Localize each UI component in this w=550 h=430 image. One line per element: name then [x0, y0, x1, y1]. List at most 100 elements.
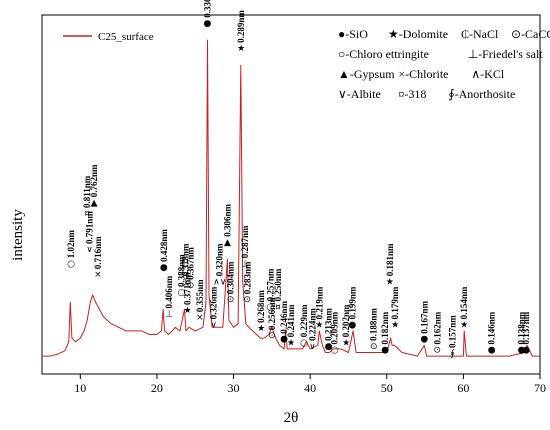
peak-label: ★0.219nm: [314, 286, 324, 330]
peak-symbol: ¤: [84, 209, 90, 219]
peak-symbol: ⊙: [244, 295, 252, 305]
peak-d-spacing: 0.213nm: [324, 308, 334, 341]
peak-label: ×0.355nm: [195, 279, 205, 323]
x-tick-label: 20: [151, 381, 163, 395]
peak-symbol: ∮: [450, 349, 455, 359]
peak-label: ∮0.157nm: [448, 315, 458, 359]
peak-d-spacing: 0.188nm: [369, 308, 379, 341]
peak-symbol: ∨: [86, 245, 93, 255]
peak-d-spacing: 0.182nm: [380, 311, 390, 344]
peak-label: ▲0.762nm: [89, 164, 99, 208]
peak-symbol: ★: [386, 277, 394, 287]
peak-d-spacing: 0.287nm: [240, 225, 250, 258]
peak-label: ●0.146nm: [487, 311, 497, 355]
peak-symbol: ⊙: [268, 331, 276, 341]
peak-d-spacing: 0.224nm: [307, 308, 317, 341]
peak-label: ∧∨0.320nm: [213, 243, 226, 287]
peak-symbol: ★: [257, 324, 265, 334]
peak-label: ★0.181nm: [385, 243, 395, 287]
key-entry: ★-Dolomite: [388, 27, 448, 41]
peak-label: ★0.241nm: [286, 304, 296, 348]
peak-d-spacing: 0.250nm: [273, 268, 283, 301]
peak-label: ★0.154nm: [459, 286, 469, 330]
peak-label: ⊥0.287nm: [240, 225, 250, 269]
peak-symbol: ●: [522, 345, 530, 355]
peak-d-spacing: 0.229nm: [299, 304, 309, 337]
peak-d-spacing: 0.199nm: [347, 286, 357, 319]
peak-d-spacing: 0.202nm: [341, 304, 351, 337]
peak-symbol: ▲: [224, 238, 231, 248]
peak-label: ●0.428nm: [159, 229, 169, 273]
peak-label: ⊙0.256nm: [267, 297, 277, 341]
peak-d-spacing: 0.320nm: [215, 243, 225, 276]
peak-symbol: ⊙: [434, 345, 442, 355]
peak-d-spacing: 0.162nm: [432, 311, 442, 344]
peak-label: ★0.371nm: [183, 272, 193, 316]
peak-d-spacing: 0.388nm: [176, 254, 186, 287]
peak-d-spacing: 0.326nm: [209, 286, 219, 319]
peak-label: ○0.257nm: [265, 268, 275, 312]
peak-d-spacing: 0.289nm: [236, 10, 246, 43]
key-entry: ×-Chlorite: [398, 67, 448, 81]
key-entry: ₵-NaCl: [461, 27, 499, 41]
peak-d-spacing: 0.306nm: [222, 204, 232, 237]
peak-d-spacing: 0.219nm: [314, 286, 324, 319]
peak-label: ¤0.811nm: [82, 175, 92, 219]
peak-symbol: ●: [488, 345, 496, 355]
x-axis: 10 20 30 40 50 60 70: [74, 374, 546, 395]
legend: C25_surface: [63, 31, 154, 43]
peak-symbol: ×: [196, 313, 204, 323]
peak-label: ⊙0.283nm: [242, 261, 252, 305]
peak-label: ×0.716nm: [93, 236, 103, 280]
plot-frame: [41, 14, 541, 375]
peak-label: ∨0.224nm: [307, 308, 317, 352]
key-entry: ○-Chloro ettringite: [338, 47, 429, 61]
peak-symbol: ○: [178, 288, 186, 298]
plot-area: [41, 14, 541, 375]
peak-d-spacing: 0.137nm: [521, 311, 531, 344]
peak-symbol: ∨: [309, 342, 316, 352]
peak-label: ⊙0.367nm: [186, 247, 196, 291]
x-tick-label: 70: [534, 381, 546, 395]
peak-symbol: ⊙: [187, 281, 195, 291]
key-entry: ¤-318: [398, 87, 426, 101]
peak-d-spacing: 0.256nm: [267, 297, 277, 330]
peak-label: ⊙0.162nm: [432, 311, 442, 355]
y-axis-label: intensity: [10, 209, 26, 261]
peak-symbol: ⊥: [241, 259, 249, 269]
peak-label: ●0.137nm: [521, 311, 531, 355]
peak-label: ●0.138nm: [517, 311, 527, 355]
peak-d-spacing: 0.268nm: [256, 290, 266, 323]
peak-label: ∨0.326nm: [209, 286, 219, 330]
peak-label: ¤0.250nm: [273, 268, 283, 312]
peak-label: ○0.209nm: [330, 311, 340, 355]
x-tick-label: 30: [228, 381, 240, 395]
key-entry: ⊙-CaCO: [511, 27, 550, 41]
peak-d-spacing: 0.146nm: [487, 311, 497, 344]
peak-d-spacing: 0.283nm: [242, 261, 252, 294]
peak-d-spacing: 0.157nm: [448, 315, 458, 348]
peak-symbol: ∨: [210, 320, 217, 330]
peak-d-spacing: 0.791nm: [85, 211, 95, 244]
peak-symbol: ●: [325, 342, 333, 352]
phase-key: ●-SiO ★-Dolomite ₵-NaCl ⊙-CaCO ○-Chloro ettr…: [338, 27, 550, 101]
peak-d-spacing: 0.336nm: [202, 0, 212, 18]
peak-symbol: ⊙: [370, 342, 378, 352]
key-entry: ∮-Anorthosite: [448, 87, 515, 101]
peak-symbol: ●: [160, 263, 168, 273]
peak-symbol: ★: [184, 306, 192, 316]
peak-label: ○1.02nm: [66, 230, 76, 270]
legend-label: C25_surface: [98, 31, 154, 43]
peak-symbol: ⊥: [181, 277, 189, 287]
peak-d-spacing: 0.406nm: [164, 275, 174, 308]
peak-symbol: ¤: [275, 302, 281, 312]
x-tick-label: 40: [304, 381, 316, 395]
peak-d-spacing: 0.371nm: [183, 272, 193, 305]
peak-label: ⊙0.188nm: [369, 308, 379, 352]
peak-symbol: ●: [381, 345, 389, 355]
peak-label: ∨0.791nm: [85, 211, 95, 255]
key-entry: ▲-Gypsum: [338, 67, 395, 81]
peak-symbol: ★: [287, 338, 295, 348]
peak-symbol: ⊙: [227, 295, 235, 305]
peak-label: ⊙0.304nm: [225, 261, 235, 305]
